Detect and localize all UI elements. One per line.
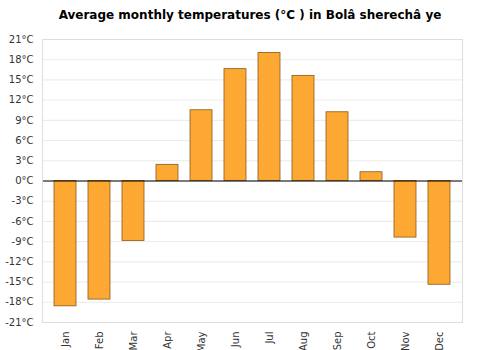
svg-text:May: May	[196, 331, 207, 350]
svg-text:18°C: 18°C	[9, 54, 34, 65]
svg-text:Apr: Apr	[162, 331, 173, 349]
svg-text:-12°C: -12°C	[5, 256, 33, 267]
svg-text:Jun: Jun	[230, 332, 241, 349]
svg-text:Sep: Sep	[332, 332, 343, 350]
svg-text:Feb: Feb	[94, 332, 105, 350]
svg-text:21°C: 21°C	[9, 34, 34, 45]
svg-text:Mar: Mar	[128, 331, 139, 350]
svg-text:-18°C: -18°C	[5, 296, 33, 307]
svg-text:9°C: 9°C	[15, 115, 33, 126]
svg-text:12°C: 12°C	[9, 94, 34, 105]
svg-text:Jan: Jan	[60, 332, 71, 348]
svg-text:-3°C: -3°C	[12, 195, 34, 206]
svg-text:3°C: 3°C	[15, 155, 33, 166]
svg-text:-21°C: -21°C	[5, 317, 33, 328]
svg-text:0°C: 0°C	[15, 175, 33, 186]
svg-text:Nov: Nov	[400, 331, 411, 350]
svg-text:15°C: 15°C	[9, 74, 34, 85]
svg-text:Aug: Aug	[298, 332, 309, 350]
svg-text:-15°C: -15°C	[5, 276, 33, 287]
svg-text:Jul: Jul	[264, 332, 275, 345]
svg-text:Oct: Oct	[366, 331, 377, 348]
svg-text:Dec: Dec	[434, 332, 445, 350]
svg-text:-6°C: -6°C	[12, 216, 34, 227]
html-text:Average monthly temperatures (: Average monthly temperatures (°C ) in Bo…	[58, 8, 442, 22]
svg-text:6°C: 6°C	[15, 135, 33, 146]
svg-text:-9°C: -9°C	[12, 236, 34, 247]
